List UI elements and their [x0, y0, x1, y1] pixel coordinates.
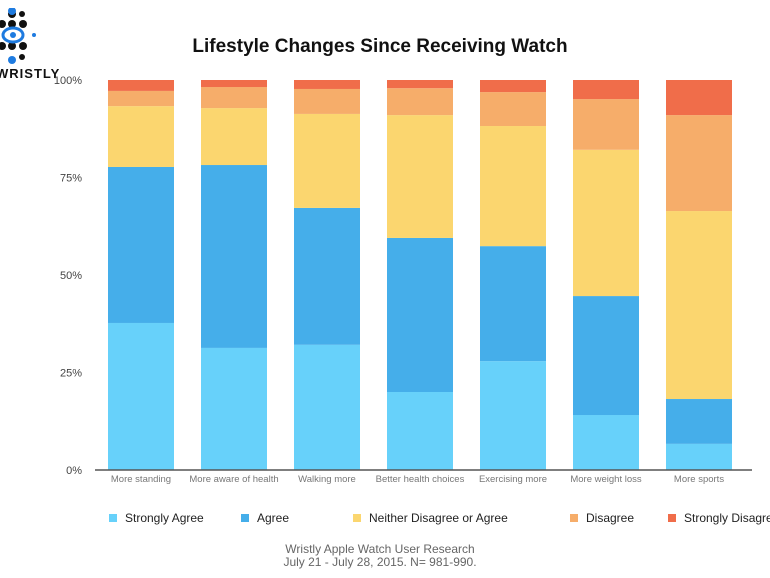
y-tick-label: 50%: [60, 270, 82, 282]
wristly-logo: [0, 8, 36, 64]
bar-segment-agree: [294, 207, 360, 345]
bar-segment-strongly-agree: [480, 361, 546, 470]
x-tick-label: Exercising more: [479, 474, 547, 485]
x-tick-label: Walking more: [298, 474, 356, 485]
bar-segment-strongly-disagree: [666, 80, 732, 116]
logo-text: WRISTLY: [0, 66, 61, 81]
bar-segment-neither-disagree-or-agree: [387, 115, 453, 238]
x-tick-label: More sports: [674, 474, 724, 485]
bar-segment-disagree: [108, 90, 174, 107]
bar-segment-agree: [108, 166, 174, 323]
footer: Wristly Apple Watch User Research July 2…: [0, 543, 760, 569]
bar-segment-disagree: [573, 99, 639, 150]
bar-segment-neither-disagree-or-agree: [480, 126, 546, 247]
bar-segment-strongly-disagree: [573, 80, 639, 100]
bar-segment-strongly-disagree: [480, 80, 546, 93]
bar-segment-agree: [573, 296, 639, 416]
footer-line-1: Wristly Apple Watch User Research: [285, 542, 475, 556]
legend: Strongly Agree Agree Neither Disagree or A…: [0, 511, 770, 527]
bar-segment-strongly-disagree: [201, 80, 267, 88]
bar-segment-disagree: [387, 88, 453, 116]
legend-label: Neither Disagree or Agree: [369, 511, 508, 525]
x-axis-labels: More standing More aware of health Walking…: [111, 474, 724, 485]
legend-item: Strongly Disagree: [668, 511, 770, 525]
bar-segment-strongly-disagree: [108, 80, 174, 91]
bar-segment-strongly-agree: [666, 443, 732, 470]
legend-swatch: [668, 514, 676, 522]
x-tick-label: Better health choices: [376, 474, 465, 485]
bar-segment-strongly-agree: [108, 322, 174, 470]
bar-segment-strongly-agree: [573, 415, 639, 470]
y-axis: 0% 25% 50% 75% 100%: [54, 75, 82, 477]
legend-label: Agree: [257, 511, 290, 525]
bar-segment-strongly-agree: [294, 344, 360, 470]
legend-swatch: [241, 514, 249, 522]
bar-segment-agree: [387, 237, 453, 392]
bar-segment-neither-disagree-or-agree: [108, 106, 174, 167]
y-tick-label: 25%: [60, 368, 82, 380]
legend-label: Strongly Disagree: [684, 511, 770, 525]
bar-segment-neither-disagree-or-agree: [294, 113, 360, 208]
legend-swatch: [109, 514, 117, 522]
bar-segment-agree: [666, 399, 732, 444]
legend-item: Agree: [241, 511, 289, 525]
legend-label: Strongly Agree: [125, 511, 204, 525]
bar-segment-disagree: [480, 92, 546, 127]
stacked-bar-chart: 0% 25% 50% 75% 100% More standing More aware …: [54, 75, 752, 485]
bars: [108, 80, 732, 470]
bar-segment-strongly-disagree: [387, 80, 453, 89]
bar-segment-agree: [201, 165, 267, 348]
x-tick-label: More aware of health: [189, 474, 278, 485]
bar-segment-agree: [480, 246, 546, 362]
bar-segment-disagree: [666, 115, 732, 212]
x-tick-label: More weight loss: [570, 474, 642, 485]
bar-segment-neither-disagree-or-agree: [573, 149, 639, 297]
legend-item: Strongly Agree: [109, 511, 204, 525]
footer-line-2: July 21 - July 28, 2015. N= 981-990.: [283, 555, 477, 569]
y-tick-label: 100%: [54, 75, 82, 87]
y-tick-label: 75%: [60, 173, 82, 185]
legend-item: Neither Disagree or Agree: [353, 511, 508, 525]
y-tick-label: 0%: [66, 465, 82, 477]
x-tick-label: More standing: [111, 474, 171, 485]
legend-label: Disagree: [586, 511, 635, 525]
bar-segment-neither-disagree-or-agree: [201, 108, 267, 166]
bar-segment-strongly-agree: [201, 347, 267, 470]
bar-segment-neither-disagree-or-agree: [666, 211, 732, 400]
bar-segment-strongly-disagree: [294, 80, 360, 89]
bar-segment-disagree: [201, 87, 267, 109]
chart-title: Lifestyle Changes Since Receiving Watch: [192, 36, 568, 57]
legend-swatch: [570, 514, 578, 522]
legend-item: Disagree: [570, 511, 634, 525]
legend-swatch: [353, 514, 361, 522]
bar-segment-strongly-agree: [387, 392, 453, 470]
bar-segment-disagree: [294, 88, 360, 114]
